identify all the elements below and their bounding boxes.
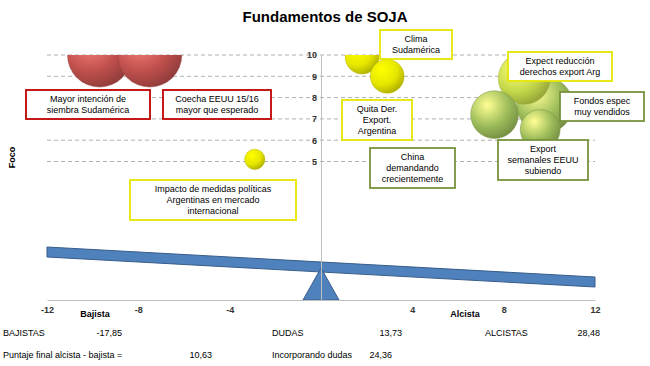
y-tick: 5 [312, 157, 321, 167]
y-axis-line [321, 56, 322, 301]
annotation-box [342, 100, 412, 140]
annotation: ClimaSudamérica [380, 30, 452, 59]
annotation-box [498, 140, 588, 180]
annotation-text: Quita Der. [357, 104, 398, 114]
y-tick-label: 9 [312, 72, 317, 82]
annotation-box [163, 90, 271, 119]
x-tick-label: 12 [590, 305, 600, 315]
y-tick-label: 7 [312, 114, 317, 124]
annotation-box [130, 180, 296, 220]
annotation-text: Coecha EEUU 15/16 [175, 94, 259, 104]
summary-label: Incorporando dudas [272, 350, 353, 360]
annotation-text: crecientemente [382, 174, 444, 184]
x-tick-label: 4 [410, 305, 415, 315]
x-axis-title: Alcista [450, 309, 481, 319]
x-axis: -12 -8 -4 4 8 12 [41, 300, 601, 315]
annotation: Mayor intención desiembra Sudamérica [26, 90, 150, 119]
annotations: Mayor intención desiembra Sudamérica Coec… [26, 30, 644, 220]
y-tick-label: 10 [307, 50, 317, 60]
y-tick: 8 [312, 93, 321, 103]
annotation-text: Fondos espec [574, 96, 631, 106]
annotation-text: Impacto de medidas políticas [155, 184, 272, 194]
annotation-box [560, 92, 644, 121]
annotation-text: demandando [386, 163, 439, 173]
annotation-text: China [401, 152, 425, 162]
annotation-text: semanales EEUU [507, 155, 578, 165]
x-tick: 4 [410, 300, 415, 315]
summary-value: 28,48 [577, 328, 600, 338]
bubble [370, 59, 404, 93]
x-axis-title: Bajista [80, 309, 111, 319]
annotation-text: subiendo [525, 166, 562, 176]
y-tick: 7 [312, 114, 321, 124]
annotation-box [508, 52, 612, 81]
x-tick-label: -12 [41, 305, 54, 315]
annotation-text: Argentina [358, 126, 397, 136]
annotation-text: Expect reducción [525, 56, 594, 66]
summary-value: 24,36 [369, 350, 392, 360]
annotation-box [380, 30, 452, 59]
annotation-text: Sudamérica [392, 45, 440, 55]
x-tick-label: 8 [502, 305, 507, 315]
annotation: Expect reducciónderechos export Arg [508, 52, 612, 81]
annotation-text: Mayor intención de [50, 94, 126, 104]
x-tick-label: -4 [226, 305, 234, 315]
x-tick: -8 [135, 300, 143, 315]
summary-label: DUDAS [272, 328, 304, 338]
annotation: Exportsemanales EEUUsubiendo [498, 140, 588, 180]
bubble [245, 149, 265, 169]
y-tick-label: 5 [312, 157, 317, 167]
annotation: Chinademandandocrecientemente [370, 148, 455, 188]
annotation-text: derechos export Arg [520, 67, 601, 77]
background [0, 0, 650, 366]
y-tick: 10 [307, 50, 321, 60]
y-tick-label: 6 [312, 136, 317, 146]
annotation: Impacto de medidas políticasArgentinas e… [130, 180, 296, 220]
x-tick: 8 [502, 300, 507, 315]
annotation-box [370, 148, 455, 188]
summary-value: -17,85 [96, 328, 122, 338]
y-tick: 6 [312, 136, 321, 146]
summary: BAJISTAS -17,85 DUDAS 13,73 ALCISTAS 28,48 Pun… [3, 328, 600, 360]
summary-label: Puntaje final alcista - bajista = [3, 350, 122, 360]
annotation: Coecha EEUU 15/16mayor que esperado [163, 90, 271, 119]
y-axis-title: Foco [7, 146, 17, 168]
annotation-text: Export [530, 144, 557, 154]
summary-value: 10,63 [189, 350, 212, 360]
y-axis: 5 6 7 8 9 10 [307, 50, 322, 300]
x-tick-label: -8 [135, 305, 143, 315]
bubble [471, 91, 519, 139]
annotation-text: internacional [187, 206, 238, 216]
annotation: Quita Der.Export.Argentina [342, 100, 412, 140]
chart: Fundamentos de SOJA -12 -8 -4 4 8 12 5 6 7 8 9 10 Foc… [0, 0, 650, 366]
x-tick: 12 [590, 300, 600, 315]
annotation-text: Clima [404, 34, 427, 44]
bubble [118, 55, 182, 87]
annotation: Fondos especmuy vendidos [560, 92, 644, 121]
annotation-text: Argentinas en mercado [166, 195, 259, 205]
y-tick: 9 [312, 72, 321, 82]
title: Fundamentos de SOJA [242, 8, 407, 25]
x-tick: -12 [41, 300, 54, 315]
annotation-text: mayor que esperado [176, 105, 259, 115]
annotation-box [26, 90, 150, 119]
summary-label: BAJISTAS [3, 328, 45, 338]
annotation-text: muy vendidos [574, 107, 630, 117]
annotation-text: siembra Sudamérica [47, 105, 130, 115]
summary-value: 13,73 [379, 328, 402, 338]
y-tick-label: 8 [312, 93, 317, 103]
annotation-text: Export. [363, 115, 392, 125]
summary-label: ALCISTAS [485, 328, 528, 338]
x-tick: -4 [226, 300, 234, 315]
